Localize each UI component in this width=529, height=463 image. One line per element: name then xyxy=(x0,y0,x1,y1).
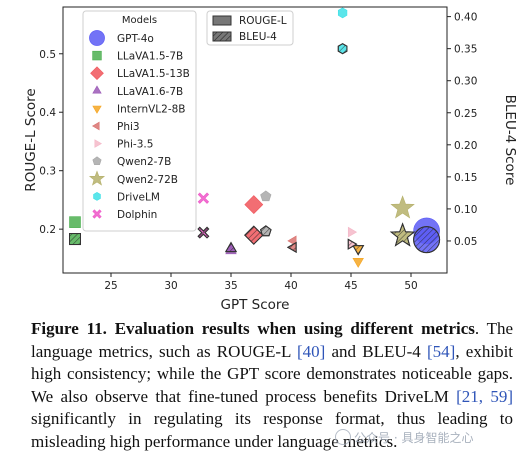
legend-marker-gpt-4o xyxy=(89,30,105,46)
legend-marker-internvl2-8b xyxy=(92,105,102,114)
point-bleu-qwen2-72b-hatch xyxy=(389,222,416,247)
point-rouge-phi-3-5 xyxy=(347,226,358,238)
caption-label: Figure 11. xyxy=(31,319,107,338)
caption-text-4: significantly in regulating its response… xyxy=(31,409,513,451)
figure-caption: Figure 11. Evaluation results when using… xyxy=(31,318,513,453)
legend-metric-hatch-bleu-4 xyxy=(212,31,232,42)
legend-marker-phi-3-5 xyxy=(94,139,103,148)
y-axis-label-right: BLEU-4 Score xyxy=(502,95,518,186)
point-bleu-llava1-5-13b-hatch xyxy=(244,225,264,245)
point-bleu-phi-3-5-hatch xyxy=(347,238,358,250)
y-tick-label-left: 0.2 xyxy=(39,224,56,236)
y-tick-label-right: 0.40 xyxy=(454,12,477,24)
y-axis-label-left: ROUGE-L Score xyxy=(23,88,39,191)
point-bleu-drivelm-hatch xyxy=(337,43,348,55)
legend-marker-drivelm xyxy=(93,192,101,201)
citation-link[interactable]: [21, 59] xyxy=(456,386,513,406)
y-tick-label-right: 0.05 xyxy=(454,236,477,248)
legend-models-box xyxy=(82,10,197,232)
y-tick-label-right: 0.15 xyxy=(454,172,477,184)
point-bleu-gpt-4o-hatch xyxy=(413,226,441,254)
caption-title: Evaluation results when using different … xyxy=(114,319,475,338)
citation-link[interactable]: [40] xyxy=(296,341,326,361)
legend-marker-qwen2-72b xyxy=(88,170,106,186)
y-tick-label-right: 0.30 xyxy=(454,76,477,88)
point-bleu-internvl2-8b-hatch xyxy=(352,245,365,256)
legend-marker-dolphin xyxy=(92,209,102,219)
x-tick-label: 35 xyxy=(224,280,237,292)
y-tick-label-right: 0.25 xyxy=(454,108,477,120)
legend-label-qwen2-7b: Qwen2-7B xyxy=(117,156,171,168)
legend-label-phi-3-5: Phi-3.5 xyxy=(117,139,153,151)
y-tick-label-right: 0.35 xyxy=(454,44,477,56)
y-tick-label-left: 0.3 xyxy=(39,166,56,178)
legend-label-llava1-5-13b: LLaVA1.5-13B xyxy=(117,68,190,80)
legend-label-gpt-4o: GPT-4o xyxy=(117,33,154,45)
legend-label-phi3: Phi3 xyxy=(117,121,140,133)
x-tick-label: 30 xyxy=(164,280,177,292)
legend-marker-qwen2-7b xyxy=(92,156,102,166)
legend-models-title: Models xyxy=(122,15,157,26)
legend-label-internvl2-8b: InternVL2-8B xyxy=(117,103,186,115)
point-bleu-qwen2-7b-hatch xyxy=(259,225,272,237)
y-tick-label-left: 0.5 xyxy=(39,49,56,61)
point-bleu-llava1-6-7b-hatch xyxy=(224,241,238,253)
legend-metric-label-rouge-l: ROUGE-L xyxy=(239,15,287,27)
x-tick-label: 25 xyxy=(104,280,117,292)
y-tick-label-right: 0.20 xyxy=(454,140,477,152)
point-rouge-dolphin xyxy=(197,192,210,204)
x-axis-label: GPT Score xyxy=(221,297,290,313)
legend-metric-swatch-rouge-l xyxy=(212,15,232,26)
legend-label-llava1-6-7b: LLaVA1.6-7B xyxy=(117,86,183,98)
point-rouge-qwen2-72b xyxy=(390,195,415,219)
x-tick-label: 45 xyxy=(344,280,357,292)
y-tick-label-right: 0.10 xyxy=(454,204,477,216)
caption-text-1: . The language metrics, such as ROUGE-L xyxy=(31,319,514,361)
point-rouge-llava1-5-13b xyxy=(244,195,264,215)
legend-marker-llava1-5-7b xyxy=(92,50,102,61)
legend-label-llava1-5-7b: LLaVA1.5-7B xyxy=(117,51,183,63)
scatter-chart: 25 30 35 40 45 50 0.2 0.3 0.4 0.5 0.05 0.10 0.15 0.20… xyxy=(23,6,518,313)
point-rouge-internvl2-8b xyxy=(352,258,364,268)
citation-link[interactable]: [54] xyxy=(427,341,456,361)
legend-metric-label-bleu-4: BLEU-4 xyxy=(239,31,277,43)
x-tick-label: 50 xyxy=(404,280,417,292)
y-tick-label-left: 0.4 xyxy=(39,107,56,119)
x-tick-label: 40 xyxy=(284,280,297,292)
legend-label-drivelm: DriveLM xyxy=(117,191,160,203)
legend-marker-llava1-5-13b xyxy=(90,66,104,81)
point-rouge-drivelm xyxy=(337,7,348,19)
caption-text-3: , exhibit high consistency; while the GP… xyxy=(31,341,514,406)
watermark: 公众号 · 具身智能之心 xyxy=(335,429,515,446)
point-rouge-qwen2-7b xyxy=(260,190,272,202)
point-rouge-llava1-5-7b xyxy=(69,216,81,228)
caption-text-2: and BLEU-4 xyxy=(325,341,428,361)
legend-label-qwen2-72b: Qwen2-72B xyxy=(117,174,178,186)
wechat-icon xyxy=(335,429,351,445)
point-bleu-llava1-5-7b-hatch xyxy=(69,233,81,246)
legend-marker-phi3 xyxy=(91,121,100,131)
legend-label-dolphin: Dolphin xyxy=(117,209,157,221)
legend-marker-llava1-6-7b xyxy=(92,85,102,94)
point-bleu-dolphin-hatch xyxy=(197,226,210,239)
point-bleu-phi3-hatch xyxy=(286,241,297,253)
